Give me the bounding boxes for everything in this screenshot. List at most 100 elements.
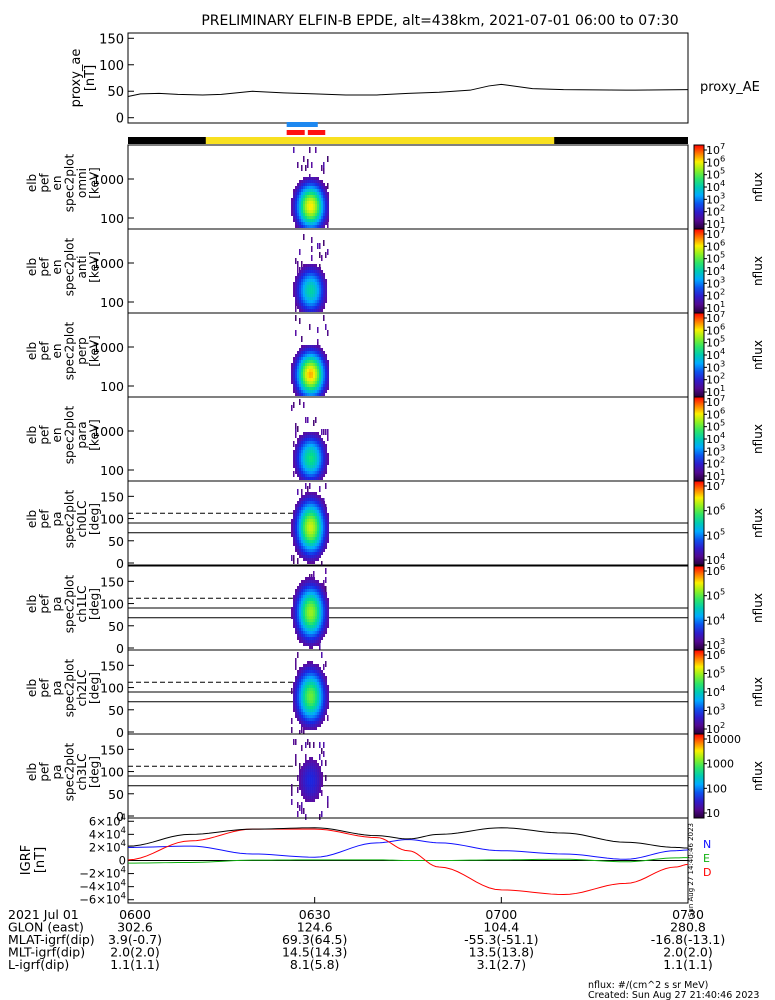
data-pixel [313, 552, 316, 555]
colorbar-tick-label-exp: 6 [720, 646, 725, 656]
data-pixel [315, 766, 318, 769]
data-pixel [295, 294, 298, 297]
colorbar-tick-label: 106 [706, 405, 725, 421]
data-pixel [305, 513, 308, 516]
data-pixel [327, 378, 330, 381]
data-pixel [309, 598, 312, 601]
x-row-value: 2.0(2.0) [110, 945, 160, 960]
orbit-status-bars [128, 122, 688, 144]
data-pixel [323, 706, 326, 709]
data-pixel [305, 189, 308, 192]
data-pixel [295, 453, 298, 456]
data-pixel [321, 549, 324, 552]
data-pixel [313, 601, 316, 604]
data-pixel [323, 589, 326, 592]
data-pixel [301, 778, 304, 781]
data-pixel [301, 670, 304, 673]
x-row-value: 8.1(5.8) [290, 957, 340, 972]
spectrogram-ylabel: elb [25, 258, 39, 276]
data-pixel [303, 679, 306, 682]
data-pixel [307, 210, 310, 213]
data-pixel [317, 634, 320, 637]
data-pixel [299, 498, 302, 501]
data-pixel [317, 381, 320, 384]
spectrogram-ylabel: pef [38, 762, 52, 782]
igrf-ytick-label: 2×104 [89, 839, 126, 854]
data-pixel [315, 607, 318, 610]
data-pixel [313, 189, 316, 192]
data-pixel [319, 775, 322, 778]
data-pixel [309, 210, 312, 213]
data-pixel [299, 685, 302, 688]
data-pixel [303, 715, 306, 718]
data-pixel [309, 784, 312, 787]
data-pixel [317, 501, 320, 504]
data-pixel [301, 673, 304, 676]
data-pixel [315, 552, 318, 555]
spectrogram-ylabel: para [75, 421, 89, 448]
data-pixel [297, 552, 300, 555]
data-pixel [323, 622, 326, 625]
data-pixel [307, 303, 310, 306]
data-pixel [303, 498, 306, 501]
data-pixel [321, 709, 324, 712]
data-pixel [301, 537, 304, 540]
data-pixel [303, 676, 306, 679]
data-pixel [313, 622, 316, 625]
data-pixel [313, 198, 316, 201]
data-pixel [321, 513, 324, 516]
data-pixel [305, 598, 308, 601]
data-pixel [295, 589, 298, 592]
data-pixel [307, 607, 310, 610]
data-pixel [299, 390, 302, 393]
data-pixel [307, 595, 310, 598]
data-pixel [295, 601, 298, 604]
data-pixel [305, 778, 308, 781]
data-pixel [301, 354, 304, 357]
colorbar-tick-label-exp: 7 [720, 225, 725, 235]
data-pixel [309, 288, 312, 291]
data-pixel [315, 300, 318, 303]
data-pixel [305, 799, 308, 802]
data-speck [327, 222, 329, 228]
data-pixel [307, 531, 310, 534]
data-pixel [317, 607, 320, 610]
data-pixel [321, 637, 324, 640]
data-pixel [317, 360, 320, 363]
data-pixel [311, 441, 314, 444]
data-pixel [309, 432, 312, 435]
data-pixel [317, 291, 320, 294]
data-pixel [303, 637, 306, 640]
data-pixel [299, 471, 302, 474]
data-pixel [315, 613, 318, 616]
data-pixel [317, 610, 320, 613]
colorbar-tick-label-base: 10 [706, 480, 720, 493]
data-pixel [301, 718, 304, 721]
data-pixel [301, 667, 304, 670]
data-pixel [313, 631, 316, 634]
data-pixel [317, 285, 320, 288]
data-pixel [311, 619, 314, 622]
data-pixel [325, 456, 328, 459]
data-pixel [311, 586, 314, 589]
data-pixel [297, 453, 300, 456]
data-pixel [313, 309, 316, 312]
data-pixel [325, 616, 328, 619]
data-pixel [313, 345, 316, 348]
data-pixel [299, 297, 302, 300]
data-pixel [313, 607, 316, 610]
data-speck [293, 147, 295, 153]
colorbar-tick-label-exp: 5 [720, 334, 725, 344]
data-pixel [313, 664, 316, 667]
data-pixel [299, 384, 302, 387]
data-pixel [319, 225, 322, 228]
data-pixel [297, 216, 300, 219]
colorbar-tick-label-exp: 3 [720, 274, 725, 284]
data-pixel [299, 784, 302, 787]
data-pixel [305, 586, 308, 589]
data-pixel [313, 363, 316, 366]
data-pixel [299, 583, 302, 586]
data-pixel [319, 297, 322, 300]
data-pixel [311, 552, 314, 555]
data-pixel [325, 709, 328, 712]
